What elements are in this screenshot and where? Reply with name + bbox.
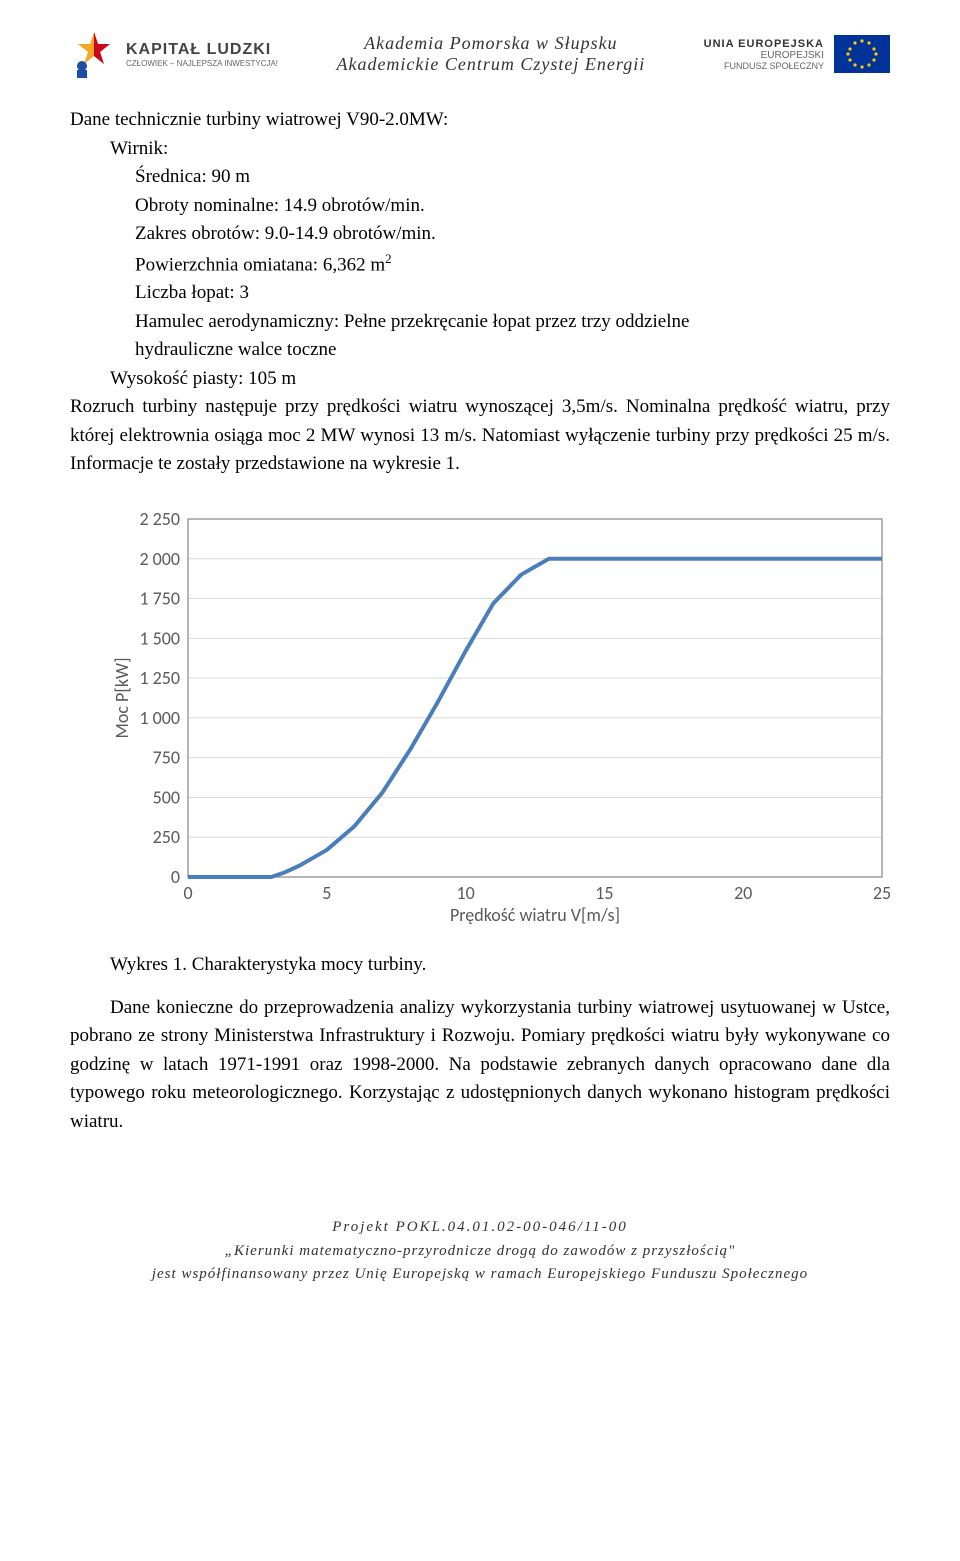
svg-text:0: 0 (171, 866, 180, 888)
spec-wysokosc: Wysokość piasty: 105 m (70, 365, 890, 394)
header-center-line2: Akademickie Centrum Czystej Energii (336, 54, 645, 75)
page-footer: Projekt POKL.04.01.02-00-046/11-00 „Kier… (70, 1216, 890, 1286)
svg-text:10: 10 (456, 882, 474, 904)
svg-text:750: 750 (153, 746, 180, 768)
svg-text:25: 25 (873, 882, 890, 904)
spec-hamulec1: Hamulec aerodynamiczny: Pełne przekręcan… (70, 308, 890, 337)
paragraph-2: Dane konieczne do przeprowadzenia analiz… (70, 994, 890, 1137)
spec-srednica: Średnica: 90 m (70, 163, 890, 192)
svg-text:2 250: 2 250 (139, 508, 180, 530)
page-header: KAPITAŁ LUDZKI CZŁOWIEK – NAJLEPSZA INWE… (70, 30, 890, 78)
left-logo-title: KAPITAŁ LUDZKI (126, 41, 278, 59)
power-chart: 02505007501 0001 2501 5001 7502 0002 250… (110, 507, 890, 942)
paragraph-1: Rozruch turbiny następuje przy prędkości… (70, 393, 890, 479)
left-logo-subtitle: CZŁOWIEK – NAJLEPSZA INWESTYCJA! (126, 59, 278, 68)
spec-obroty-nom: Obroty nominalne: 14.9 obrotów/min. (70, 192, 890, 221)
footer-line1: Projekt POKL.04.01.02-00-046/11-00 (70, 1216, 890, 1239)
svg-text:0: 0 (183, 882, 192, 904)
svg-text:2 000: 2 000 (139, 548, 180, 570)
right-logo-title: UNIA EUROPEJSKA (704, 38, 824, 50)
spec-powierzchnia-sup: 2 (385, 251, 392, 266)
svg-text:15: 15 (595, 882, 613, 904)
svg-text:500: 500 (153, 786, 180, 808)
svg-text:1 750: 1 750 (139, 587, 180, 609)
footer-line2: „Kierunki matematyczno-przyrodnicze drog… (70, 1240, 890, 1263)
chart-caption: Wykres 1. Charakterystyka mocy turbiny. (110, 954, 890, 976)
spec-heading: Dane technicznie turbiny wiatrowej V90-2… (70, 106, 890, 135)
eu-flag-icon (834, 35, 890, 73)
svg-text:Prędkość wiatru V[m/s]: Prędkość wiatru V[m/s] (450, 904, 620, 926)
svg-text:1 250: 1 250 (139, 667, 180, 689)
svg-text:20: 20 (734, 882, 752, 904)
right-logo-sub2: FUNDUSZ SPOŁECZNY (704, 61, 824, 71)
svg-text:5: 5 (322, 882, 331, 904)
svg-text:Moc P[kW]: Moc P[kW] (111, 657, 133, 738)
right-logo-block: UNIA EUROPEJSKA EUROPEJSKI FUNDUSZ SPOŁE… (704, 35, 890, 73)
spec-powierzchnia-text: Powierzchnia omiatana: 6,362 m (135, 254, 385, 275)
header-center-line1: Akademia Pomorska w Słupsku (336, 33, 645, 54)
spec-wirnik: Wirnik: (70, 135, 890, 164)
body-content: Dane technicznie turbiny wiatrowej V90-2… (70, 106, 890, 479)
human-capital-icon (70, 30, 118, 78)
svg-text:250: 250 (153, 826, 180, 848)
svg-text:1 000: 1 000 (139, 707, 180, 729)
spec-powierzchnia: Powierzchnia omiatana: 6,362 m2 (70, 249, 890, 280)
spec-zakres: Zakres obrotów: 9.0-14.9 obrotów/min. (70, 220, 890, 249)
footer-line3: jest współfinansowany przez Unię Europej… (70, 1263, 890, 1286)
right-logo-sub1: EUROPEJSKI (704, 50, 824, 61)
svg-text:1 500: 1 500 (139, 627, 180, 649)
spec-hamulec2: hydrauliczne walce toczne (70, 336, 890, 365)
left-logo-block: KAPITAŁ LUDZKI CZŁOWIEK – NAJLEPSZA INWE… (70, 30, 278, 78)
header-center-block: Akademia Pomorska w Słupsku Akademickie … (336, 33, 645, 75)
spec-lopaty: Liczba łopat: 3 (70, 279, 890, 308)
